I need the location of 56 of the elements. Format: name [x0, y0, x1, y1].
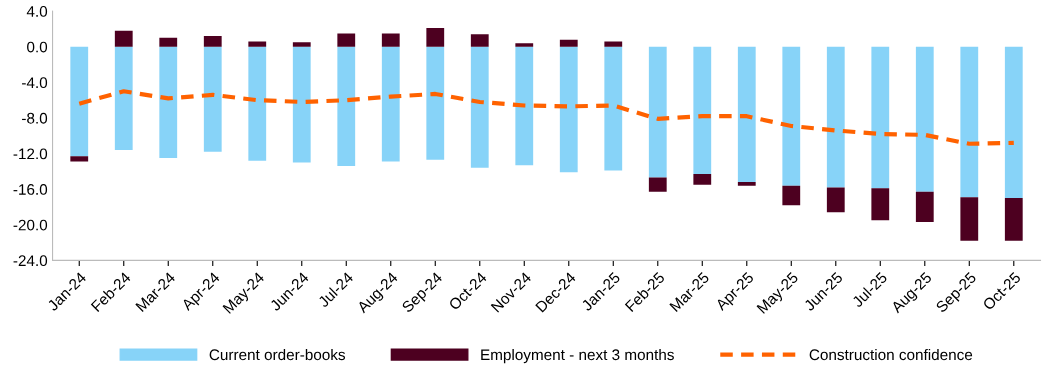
y-tick-label: -20.0: [13, 219, 48, 231]
y-tick-label: -12.0: [13, 148, 48, 160]
bar: [159, 46, 178, 159]
bar: [915, 46, 934, 192]
y-tick-label: -16.0: [13, 184, 48, 195]
bar: [203, 46, 222, 152]
bar: [515, 43, 534, 47]
legend-label: Current order-books: [209, 348, 346, 361]
bar: [1004, 46, 1023, 199]
bar: [337, 46, 356, 167]
bar: [871, 188, 890, 221]
bar: [559, 39, 578, 47]
bar: [248, 41, 267, 47]
bar: [515, 46, 534, 166]
bar: [693, 46, 712, 175]
bar: [70, 46, 89, 157]
bar: [292, 42, 311, 47]
y-tick-label: -24.0: [13, 255, 48, 267]
bar: [871, 46, 890, 189]
bar: [114, 46, 133, 151]
bar: [604, 46, 623, 171]
legend-label: Employment - next 3 months: [481, 348, 674, 364]
bar: [693, 174, 712, 185]
bar: [1004, 198, 1023, 241]
bar: [470, 46, 489, 168]
bar: [114, 30, 133, 47]
bar: [826, 187, 845, 213]
bar: [782, 46, 801, 186]
bar: [337, 33, 356, 47]
y-tick-label: -8.0: [22, 112, 48, 124]
y-tick-label: 0.0: [27, 41, 48, 53]
bar: [470, 34, 489, 47]
y-tick-label: -4.0: [22, 77, 48, 89]
bar: [292, 46, 311, 163]
bar: [960, 197, 979, 241]
bar: [203, 36, 222, 47]
bar: [782, 185, 801, 206]
bar: [737, 46, 756, 183]
bar: [159, 37, 178, 47]
bar: [648, 177, 667, 192]
bar: [737, 182, 756, 186]
line-series: [77, 89, 1016, 146]
bar: [648, 46, 667, 178]
bar: [915, 191, 934, 223]
legend-label: Construction confidence: [809, 348, 973, 361]
bar: [426, 28, 445, 47]
bar: [381, 33, 400, 47]
bar: [604, 41, 623, 47]
bar: [559, 46, 578, 173]
bar: [426, 46, 445, 160]
bar: [248, 46, 267, 161]
bar: [960, 46, 979, 198]
bar: [70, 156, 89, 162]
bar: [381, 46, 400, 162]
bar: [826, 46, 845, 188]
y-tick-label: 4.0: [26, 6, 48, 17]
